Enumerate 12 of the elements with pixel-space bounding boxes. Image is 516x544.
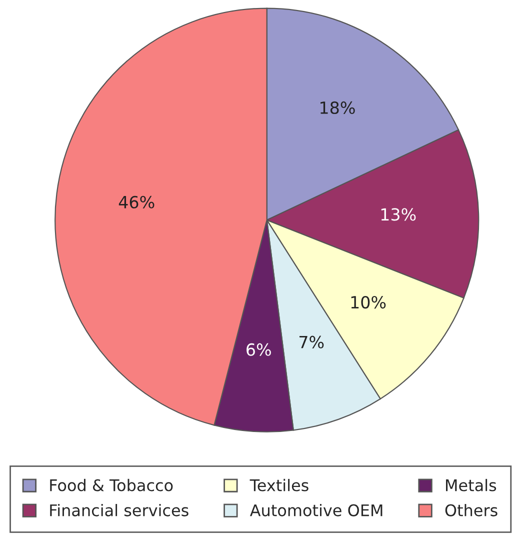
legend-label: Food & Tobacco bbox=[50, 478, 173, 492]
legend-label: Automotive OEM bbox=[250, 504, 382, 516]
data-label: 7% bbox=[299, 336, 324, 348]
legend-label: Metals bbox=[446, 478, 496, 492]
legend-label: Textiles bbox=[250, 478, 308, 492]
data-label: 10% bbox=[351, 296, 386, 309]
data-label: 46% bbox=[118, 196, 154, 208]
data-label: 18% bbox=[320, 101, 355, 114]
data-label: 6% bbox=[246, 343, 271, 356]
legend-label: Others bbox=[445, 504, 498, 516]
legend-label: Financial services bbox=[50, 504, 188, 516]
data-label: 13% bbox=[381, 208, 416, 221]
